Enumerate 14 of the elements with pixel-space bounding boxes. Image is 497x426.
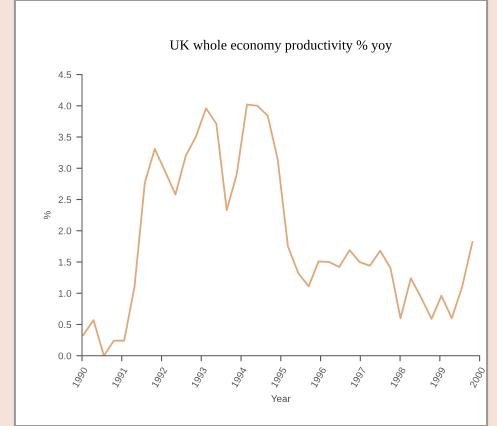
x-axis-title: Year [271,395,290,402]
y-tick-label: 3.5 [58,134,72,141]
y-axis-title: % [44,211,51,220]
y-tick-label: 0.5 [58,321,72,328]
y-tick-label: 2.0 [58,227,72,234]
line-series [82,104,474,356]
y-tick-label: 1.5 [58,258,72,266]
y-tick-label: 0.0 [58,352,72,360]
y-tick-label: 4.0 [58,102,72,110]
y-tick-label: 4.5 [58,71,72,78]
y-tick-label: 2.5 [58,196,72,204]
y-tick-label: 3.0 [58,165,72,172]
y-tick-label: 1.0 [58,290,72,297]
chart-title: UK whole economy productivity % yoy [170,40,392,53]
